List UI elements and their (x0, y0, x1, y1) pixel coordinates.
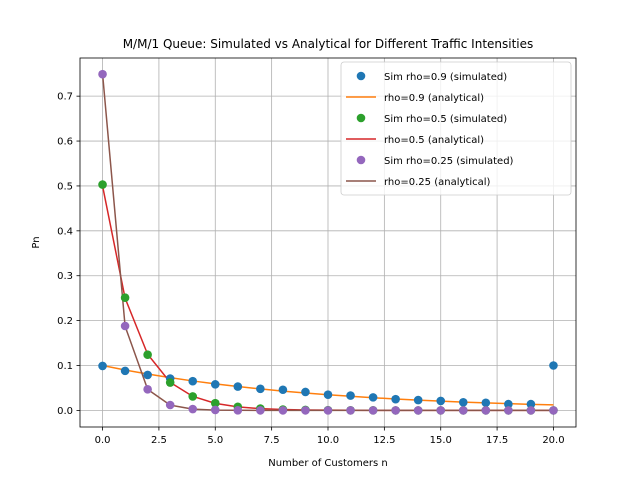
data-point (233, 406, 243, 415)
legend-label: rho=0.5 (analytical) (384, 135, 484, 146)
x-tick-label: 15.0 (430, 435, 452, 446)
data-point (504, 406, 513, 415)
data-point (188, 404, 198, 414)
chart-title: M/M/1 Queue: Simulated vs Analytical for… (123, 37, 534, 51)
x-tick-label: 20.0 (542, 435, 564, 446)
data-point (256, 406, 265, 415)
data-point (301, 387, 310, 397)
data-point (301, 406, 310, 415)
data-point (210, 398, 220, 408)
data-point (481, 398, 491, 408)
data-point (346, 406, 355, 415)
data-point (98, 69, 107, 79)
data-point (458, 398, 468, 407)
legend-label: Sim rho=0.25 (simulated) (384, 156, 514, 167)
data-point (278, 385, 288, 395)
data-point (188, 392, 198, 401)
data-point (120, 293, 130, 303)
y-tick-label: 0.1 (57, 361, 73, 372)
y-tick-label: 0.2 (57, 316, 73, 327)
y-tick-label: 0.6 (57, 137, 73, 148)
data-point (210, 380, 220, 389)
data-point (210, 405, 220, 415)
x-axis-label: Number of Customers n (268, 458, 387, 469)
data-point (323, 390, 333, 399)
data-point (526, 406, 536, 415)
x-tick-label: 2.5 (151, 435, 167, 446)
x-tick-label: 10.0 (317, 435, 339, 446)
y-tick-label: 0.4 (57, 226, 73, 237)
data-point (98, 361, 107, 371)
data-point (278, 406, 288, 415)
data-point (120, 321, 130, 331)
x-axis: 0.0 2.5 5.0 7.5 10.0 12.5 15.0 17.5 20.0 (95, 427, 565, 446)
data-point (368, 406, 378, 415)
data-point (549, 406, 558, 415)
legend-label: Sim rho=0.9 (simulated) (384, 72, 507, 83)
legend: Sim rho=0.9 (simulated) rho=0.9 (analytic… (340, 61, 572, 196)
legend-label: Sim rho=0.5 (simulated) (384, 114, 507, 125)
legend-label: rho=0.25 (analytical) (384, 177, 491, 188)
data-point (346, 391, 355, 400)
y-axis: 0.0 0.1 0.2 0.3 0.4 0.5 0.6 0.7 (57, 92, 80, 417)
y-tick-label: 0.7 (57, 92, 73, 103)
x-tick-label: 5.0 (207, 435, 223, 446)
data-point (368, 393, 378, 402)
x-tick-label: 7.5 (264, 435, 280, 446)
data-point (98, 180, 107, 189)
data-point (391, 406, 400, 415)
data-point (458, 406, 468, 415)
series-points (98, 69, 558, 415)
legend-point-marker (356, 71, 366, 81)
y-tick-label: 0.5 (57, 181, 73, 192)
data-point (504, 399, 513, 409)
data-point (436, 406, 446, 415)
data-point (549, 361, 558, 370)
y-tick-label: 0.0 (57, 406, 73, 417)
data-point (323, 406, 333, 415)
data-point (143, 350, 152, 360)
data-point (391, 394, 400, 404)
x-tick-label: 12.5 (373, 435, 395, 446)
data-point (165, 400, 175, 410)
data-point (413, 406, 423, 415)
data-point (526, 399, 536, 409)
data-point (256, 384, 265, 394)
y-axis-label: Pn (31, 236, 42, 248)
data-point (143, 384, 152, 394)
data-point (436, 396, 446, 406)
x-tick-label: 17.5 (486, 435, 508, 446)
x-tick-label: 0.0 (95, 435, 111, 446)
data-point (233, 382, 243, 391)
data-point (188, 376, 198, 386)
legend-label: rho=0.9 (analytical) (384, 93, 484, 104)
legend-point-marker (356, 155, 366, 165)
data-point (481, 406, 491, 415)
legend-point-marker (356, 113, 366, 123)
data-point (165, 378, 175, 387)
data-point (143, 370, 152, 380)
data-point (413, 395, 423, 405)
data-point (120, 366, 130, 376)
y-tick-label: 0.3 (57, 271, 73, 282)
legend-box (340, 61, 572, 196)
